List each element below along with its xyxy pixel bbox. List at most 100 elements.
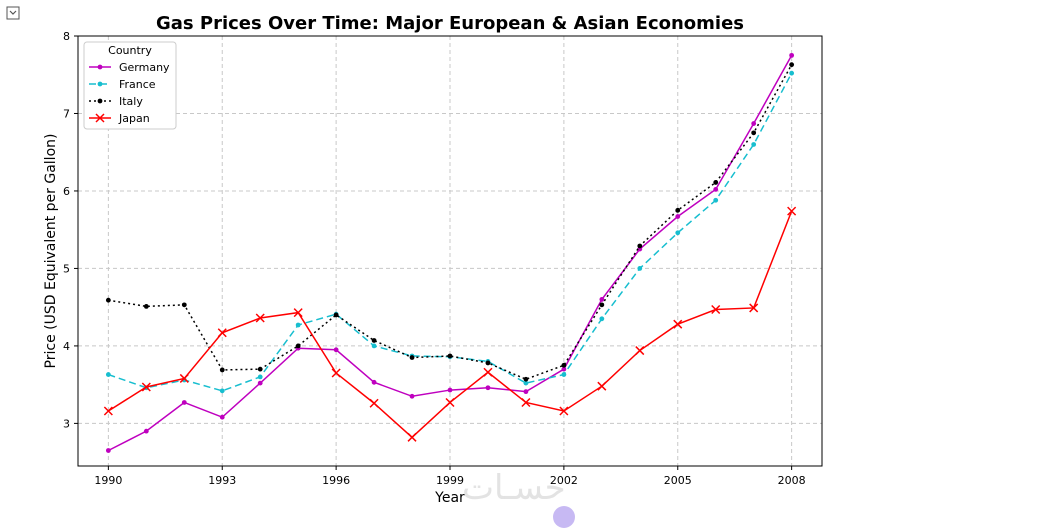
data-point — [789, 62, 795, 68]
data-point — [597, 381, 607, 391]
legend-entry: Italy — [89, 95, 143, 108]
x-axis-label: Year — [434, 490, 465, 506]
legend-entry: France — [89, 78, 156, 91]
data-point — [485, 360, 491, 366]
legend-entry: Japan — [89, 112, 150, 125]
legend-label: France — [119, 78, 156, 91]
data-point — [713, 197, 719, 203]
data-point — [711, 304, 721, 315]
data-point — [599, 302, 605, 308]
legend-marker — [97, 64, 103, 70]
series-japan — [103, 206, 797, 442]
data-point — [409, 355, 415, 360]
data-point — [105, 372, 111, 377]
data-point — [751, 130, 757, 136]
y-tick-label: 7 — [63, 107, 70, 120]
data-point — [523, 389, 529, 395]
data-point — [143, 428, 149, 434]
data-point — [637, 266, 643, 271]
data-point — [751, 121, 757, 126]
data-point — [447, 353, 453, 359]
data-point — [333, 312, 339, 318]
data-point — [179, 373, 189, 383]
legend-title: Country — [108, 44, 152, 57]
data-point — [789, 70, 795, 76]
data-point — [331, 368, 341, 378]
legend-marker — [97, 81, 103, 87]
y-tick-label: 3 — [63, 417, 70, 430]
data-point — [257, 380, 263, 386]
data-point — [675, 230, 681, 236]
data-point — [181, 302, 187, 308]
legend-box — [83, 41, 177, 130]
data-point — [483, 367, 493, 377]
data-point — [599, 297, 605, 302]
watermark: حسـات — [462, 468, 566, 508]
data-point — [295, 343, 301, 349]
data-point — [485, 385, 491, 391]
x-tick-label: 2002 — [550, 474, 578, 487]
data-point — [333, 347, 339, 353]
data-point — [561, 366, 567, 372]
x-tick-label: 2008 — [778, 474, 806, 487]
data-point — [295, 322, 301, 328]
y-tick-label: 5 — [63, 262, 70, 275]
y-tick-label: 4 — [63, 340, 70, 353]
data-point — [447, 387, 453, 393]
data-point — [105, 448, 111, 453]
data-point — [561, 362, 567, 368]
data-point — [143, 303, 149, 309]
data-point — [255, 313, 265, 323]
watermark-logo-icon — [553, 506, 575, 528]
data-point — [599, 316, 605, 322]
data-point — [787, 206, 797, 216]
data-point — [369, 398, 379, 408]
legend-label: Germany — [119, 61, 170, 74]
legend-entry: Germany — [89, 61, 170, 74]
data-point — [257, 374, 263, 380]
y-tick-label: 8 — [63, 30, 70, 43]
series-italy — [105, 62, 795, 382]
series-germany — [105, 52, 795, 453]
data-point — [561, 372, 567, 377]
x-tick-label: 1990 — [94, 474, 122, 487]
x-tick-label: 1993 — [208, 474, 236, 487]
data-point — [521, 397, 531, 407]
data-point — [673, 319, 683, 329]
x-tick-label: 1999 — [436, 474, 464, 487]
chart: 1990 1993 1996 1999 2002 2005 2008 3 4 5 6 7 8 Gas P… — [43, 13, 823, 506]
data-point — [675, 207, 681, 213]
data-point — [713, 187, 719, 192]
data-point — [371, 338, 377, 343]
data-point — [371, 343, 377, 349]
data-point — [219, 367, 225, 373]
data-point — [409, 393, 415, 399]
data-point — [445, 397, 455, 407]
legend-marker — [95, 113, 105, 123]
data-point — [675, 214, 681, 219]
data-point — [103, 406, 113, 416]
output-toggle-icon[interactable] — [6, 6, 20, 20]
data-point — [789, 52, 795, 58]
grid — [78, 35, 822, 466]
data-point — [635, 346, 645, 356]
data-point — [217, 328, 227, 338]
axis-ticks: 1990 1993 1996 1999 2002 2005 2008 3 4 5 6 7 8 — [63, 30, 806, 487]
legend-label: Italy — [119, 95, 143, 108]
data-point — [637, 243, 643, 249]
data-point — [181, 400, 187, 405]
data-point — [219, 414, 225, 420]
y-tick-label: 6 — [63, 185, 70, 198]
data-point — [219, 388, 225, 394]
series-lines — [103, 52, 797, 453]
data-point — [749, 303, 759, 313]
data-point — [713, 180, 719, 185]
x-tick-label: 1996 — [322, 474, 350, 487]
data-point — [523, 380, 529, 386]
x-tick-label: 2005 — [664, 474, 692, 487]
data-point — [257, 366, 263, 372]
data-point — [751, 142, 757, 147]
data-point — [105, 297, 111, 303]
data-point — [293, 308, 303, 318]
legend: Country Germany France Italy Japan — [83, 41, 177, 130]
